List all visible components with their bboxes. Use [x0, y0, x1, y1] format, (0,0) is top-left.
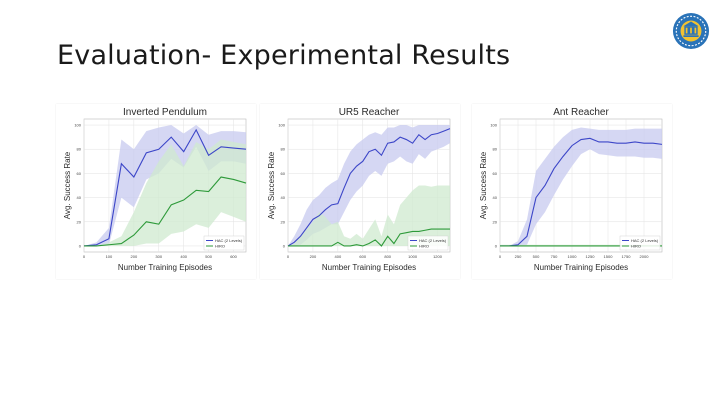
confidence-band-hiro [288, 185, 450, 246]
legend-entry: HIRO [215, 244, 225, 249]
chart-panel-inverted-pendulum: 0 20 40 60 80 100 0 100 200 300 400 500 600 Inverted … [56, 104, 256, 279]
x-tick-label: 400 [335, 254, 342, 259]
slide-title: Evaluation- Experimental Results [57, 40, 511, 71]
series-line-hac [83, 128, 247, 247]
x-tick-label: 2000 [640, 254, 650, 259]
y-tick-label: 40 [493, 195, 498, 200]
x-axis-label: Number Training Episodes [534, 263, 628, 272]
x-tick-label: 250 [515, 254, 522, 259]
chart-title: Inverted Pendulum [123, 107, 207, 118]
y-tick-label: 20 [77, 219, 82, 224]
y-tick-label: 60 [493, 171, 498, 176]
x-tick-label: 200 [310, 254, 317, 259]
y-axis-label: Avg. Success Rate [63, 151, 72, 219]
chart-panel-ant-reacher: 0 20 40 60 80 100 0 250 500 750 1000 1250 1500 1750 20… [472, 104, 672, 279]
chart-title: Ant Reacher [553, 107, 609, 118]
series-line-hiro [288, 228, 450, 247]
y-axis-label: Avg. Success Rate [479, 151, 488, 219]
y-tick-label: 40 [77, 195, 82, 200]
legend-entry: HAC (2 Levels) [419, 238, 447, 243]
legend-box [619, 235, 661, 251]
legend-entry: HAC (2 Levels) [215, 238, 243, 243]
y-tick-label: 100 [74, 123, 81, 128]
x-tick-label: 500 [205, 254, 212, 259]
x-tick-label: 0 [83, 254, 86, 259]
chart-title: UR5 Reacher [339, 107, 400, 118]
y-tick-label: 60 [281, 171, 286, 176]
y-tick-label: 20 [281, 219, 286, 224]
y-tick-label: 20 [493, 219, 498, 224]
y-tick-label: 80 [77, 147, 82, 152]
x-tick-label: 750 [551, 254, 558, 259]
x-tick-label: 100 [106, 254, 113, 259]
y-tick-label: 100 [278, 123, 285, 128]
x-tick-label: 600 [359, 254, 366, 259]
x-tick-label: 300 [155, 254, 162, 259]
x-axis-label: Number Training Episodes [118, 263, 212, 272]
y-tick-label: 0 [79, 243, 82, 248]
chart-inverted-pendulum: 0 20 40 60 80 100 0 100 200 300 400 500 600 Inverted … [63, 107, 247, 272]
x-tick-label: 1200 [433, 254, 443, 259]
x-tick-label: 600 [230, 254, 237, 259]
legend-box [203, 235, 245, 251]
legend-entry: HAC (2 Levels) [631, 238, 659, 243]
x-axis-label: Number Training Episodes [322, 263, 416, 272]
x-tick-label: 1250 [586, 254, 596, 259]
legend-box [407, 235, 449, 251]
y-tick-label: 80 [281, 147, 286, 152]
legend-entry: HIRO [631, 244, 641, 249]
x-tick-label: 0 [499, 254, 502, 259]
x-tick-label: 400 [180, 254, 187, 259]
y-tick-label: 100 [490, 123, 497, 128]
legend-entry: HIRO [419, 244, 429, 249]
confidence-band-hac [288, 125, 450, 246]
x-tick-label: 800 [384, 254, 391, 259]
x-tick-label: 1000 [408, 254, 418, 259]
x-tick-label: 1750 [622, 254, 632, 259]
y-tick-label: 40 [281, 195, 286, 200]
x-tick-label: 500 [533, 254, 540, 259]
y-tick-label: 0 [495, 243, 498, 248]
series-line-hac [500, 137, 663, 247]
university-seal-logo [672, 12, 710, 50]
y-tick-label: 80 [493, 147, 498, 152]
confidence-band-hiro [84, 139, 246, 246]
y-tick-label: 0 [283, 243, 286, 248]
x-tick-label: 1000 [568, 254, 578, 259]
series-line-hac [287, 128, 451, 247]
series-line-hiro [84, 176, 247, 247]
y-tick-label: 60 [77, 171, 82, 176]
chart-panel-ur5-reacher: 0 20 40 60 80 100 0 200 400 600 800 1000 1200 UR5 Rea… [260, 104, 460, 279]
confidence-band-hac [500, 127, 662, 246]
y-axis-label: Avg. Success Rate [267, 151, 276, 219]
x-tick-label: 1500 [604, 254, 614, 259]
x-tick-label: 200 [131, 254, 138, 259]
x-tick-label: 0 [287, 254, 290, 259]
